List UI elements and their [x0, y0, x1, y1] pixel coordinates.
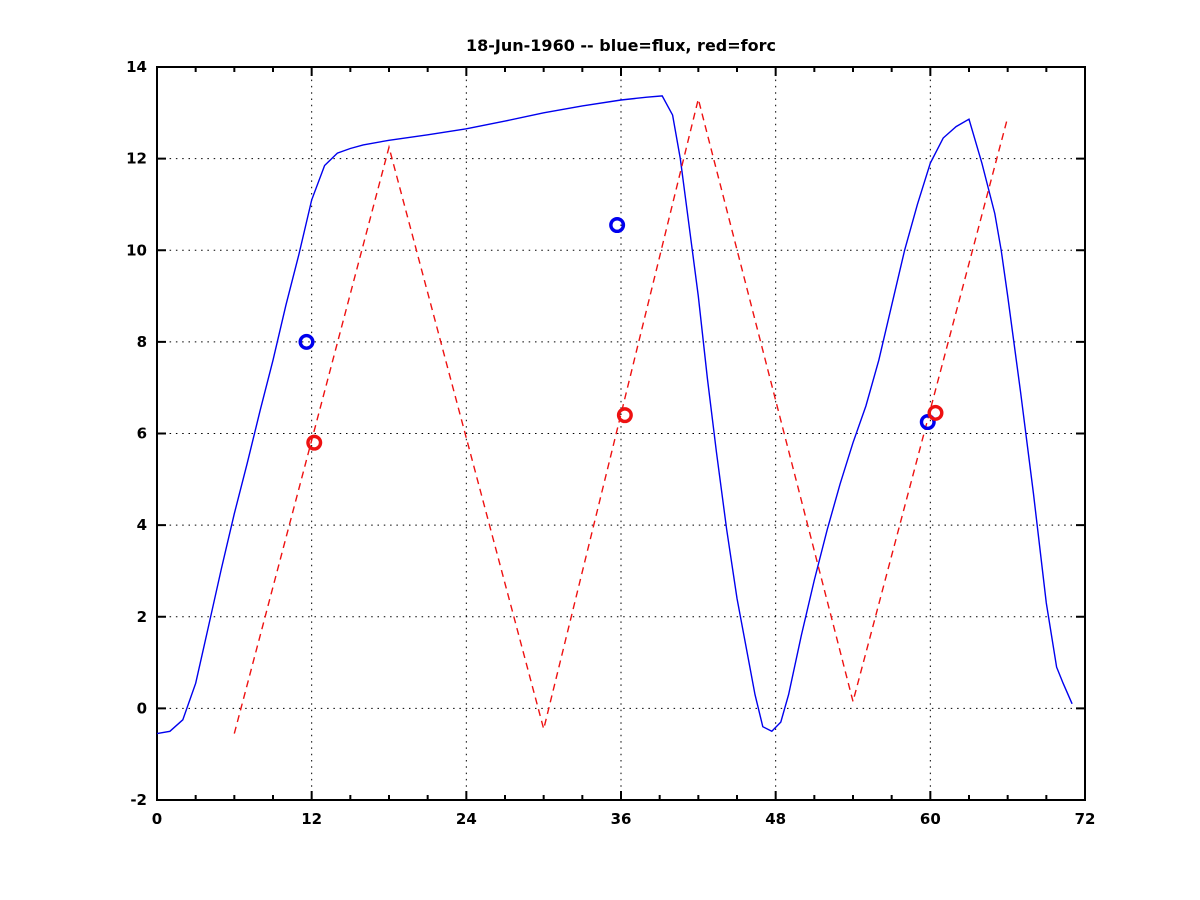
forc-marker [927, 404, 944, 421]
y-tick-label: 6 [137, 425, 147, 443]
y-tick-label: 2 [137, 608, 147, 626]
x-tick-label: 60 [920, 810, 941, 828]
flux-marker [609, 217, 626, 234]
y-tick-label: 14 [126, 58, 147, 76]
x-tick-label: 72 [1075, 810, 1096, 828]
flux-marker [919, 414, 936, 431]
forc-line [233, 98, 1009, 734]
x-tick-label: 0 [152, 810, 162, 828]
x-tick-label: 12 [301, 810, 322, 828]
plot-title: 18-Jun-1960 -- blue=flux, red=forc [466, 36, 776, 55]
y-tick-label: 8 [137, 333, 147, 351]
y-tick-label: 4 [137, 516, 147, 534]
x-tick-label: 24 [456, 810, 477, 828]
forc-marker [306, 434, 323, 451]
y-tick-label: 12 [126, 150, 147, 168]
flux-marker [298, 333, 315, 350]
y-tick-label: 10 [126, 241, 147, 259]
forc-marker [616, 407, 633, 424]
flux-line [156, 95, 1073, 735]
y-tick-label: 0 [137, 699, 147, 717]
y-tick-label: -2 [130, 791, 147, 809]
x-tick-label: 36 [611, 810, 632, 828]
x-tick-label: 48 [765, 810, 786, 828]
